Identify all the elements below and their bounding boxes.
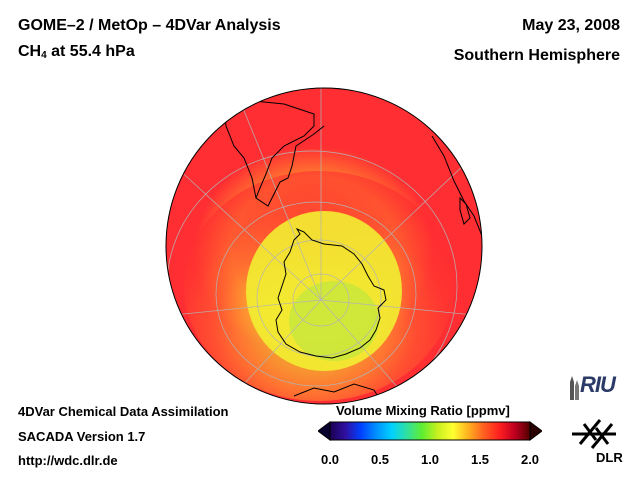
colorbar-tick-label: 1.0 xyxy=(420,452,440,467)
polar-minimum-field xyxy=(289,281,379,361)
riu-logo-text: RIU xyxy=(580,372,616,397)
footer-method: 4DVar Chemical Data Assimilation xyxy=(18,404,229,419)
australia-coastline xyxy=(293,383,385,404)
footer-url: http://wdc.dlr.de xyxy=(18,453,118,468)
madagascar-coastline xyxy=(459,196,471,225)
colorbar-tick-label: 2.0 xyxy=(520,452,540,467)
antarctica-coastline xyxy=(275,227,387,359)
colorbar-tick-label: 0.0 xyxy=(320,452,340,467)
southern-hemisphere-globe xyxy=(165,87,483,405)
africa-coastline xyxy=(431,135,482,237)
species-main: CH xyxy=(18,43,42,60)
dlr-logo-text: DLR xyxy=(596,450,623,465)
globe-outline xyxy=(165,87,483,405)
south-america-coastline xyxy=(223,100,325,207)
map-title: GOME–2 / MetOp – 4DVar Analysis xyxy=(18,17,281,34)
dlr-logo-mark xyxy=(572,419,616,449)
colorbar-high-arrow xyxy=(529,421,542,441)
colorbar-bar xyxy=(329,421,531,441)
colorbar-title: Volume Mixing Ratio [ppmv] xyxy=(336,403,510,418)
hemisphere-label: Southern Hemisphere xyxy=(453,47,620,64)
colorbar-tick-label: 1.5 xyxy=(470,452,490,467)
colorbar-tick-label: 0.5 xyxy=(370,452,390,467)
footer-version: SACADA Version 1.7 xyxy=(18,429,146,444)
map-subtitle: CH4 at 55.4 hPa xyxy=(18,43,135,61)
analysis-date: May 23, 2008 xyxy=(522,17,620,34)
colorbar xyxy=(318,421,542,441)
pressure-level: at 55.4 hPa xyxy=(46,43,135,60)
colorbar-low-arrow xyxy=(318,421,331,441)
riu-logo-mark xyxy=(570,376,579,400)
species-subscript: 4 xyxy=(41,50,47,61)
